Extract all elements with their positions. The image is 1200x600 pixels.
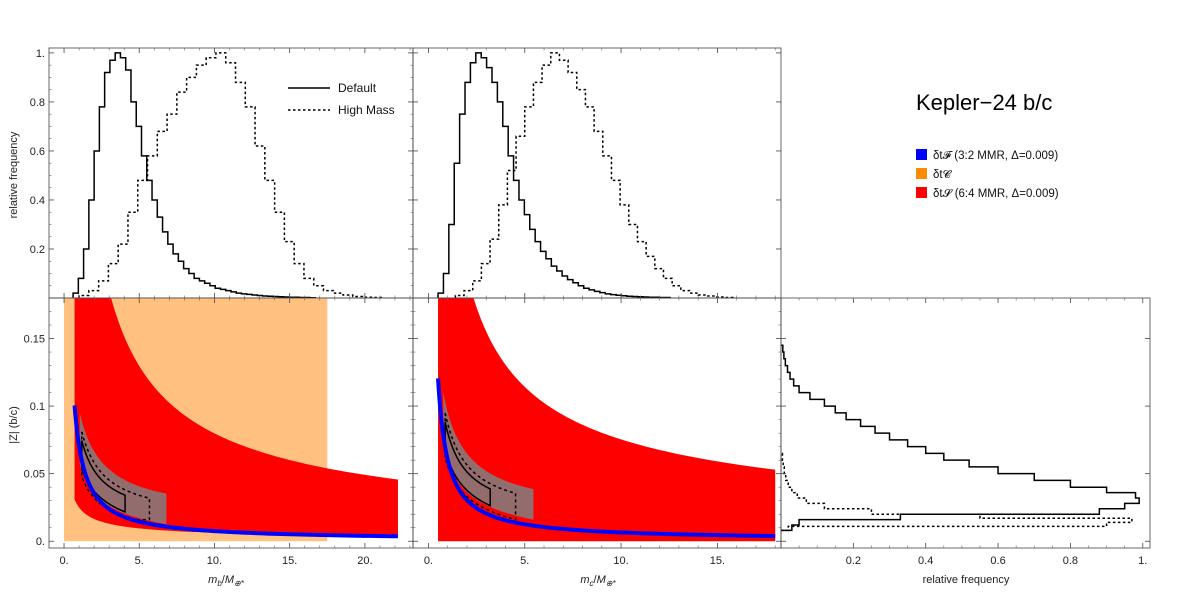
x-axis-label-mc: mc/M⊕* <box>580 574 616 588</box>
histogram-mc-highmass <box>454 52 734 298</box>
legend-highmass-label: High Mass <box>338 103 395 117</box>
x-tick-label: 0. <box>59 555 68 567</box>
plot-area <box>781 344 1140 532</box>
x-axis-label-mb: mb/M⊕* <box>208 574 245 588</box>
plot-area <box>436 298 776 542</box>
secular-band <box>74 298 398 536</box>
legend-resonant-swatch <box>916 149 927 160</box>
x-tick-label: 0.8 <box>1063 555 1078 567</box>
legend-secular-swatch <box>916 187 927 198</box>
histogram-mb-highmass <box>78 52 383 298</box>
x-tick-label: 5. <box>135 555 144 567</box>
x-tick-label: 0.6 <box>990 555 1005 567</box>
y-tick-label: 0.6 <box>30 146 45 158</box>
posterior-cloud <box>79 412 167 525</box>
y-tick-label: 1. <box>36 48 45 60</box>
legend-secular-label: δt𝓢 (6:4 MMR, Δ=0.009) <box>933 188 1059 200</box>
svg-text:mb/M⊕*: mb/M⊕* <box>208 574 245 588</box>
resonant-curve <box>72 405 398 539</box>
histogram-z-default <box>781 344 1140 532</box>
y-axis-label-z: |Z| (b/c) <box>8 406 20 444</box>
panel-mc-histogram <box>412 47 782 299</box>
y-tick-label: 0.05 <box>24 469 45 481</box>
panel-z-histogram: 0.2 0.4 0.6 0.8 1. <box>780 297 1151 567</box>
y-tick-label: 0.1 <box>30 401 45 413</box>
legend-chopping-swatch <box>916 168 927 179</box>
figure-title: Kepler−24 b/c <box>916 90 1052 115</box>
posterior-contour-outer <box>444 413 517 521</box>
legend-top: Default High Mass <box>288 81 395 117</box>
frame-z-histogram <box>780 297 1151 549</box>
plot-area <box>64 298 398 542</box>
x-tick-label: 10. <box>613 555 628 567</box>
y-tick-label: 0.4 <box>30 195 45 207</box>
y-axis-label-relative-frequency: relative frequency <box>8 131 20 218</box>
x-tick-label: 0.2 <box>846 555 861 567</box>
frame-mc-histogram <box>412 47 782 299</box>
panel-mc-vs-z: 0. 5. 10. 15. <box>412 297 782 567</box>
histogram-z-highmass <box>781 452 1133 532</box>
y-tick-label: 0.8 <box>30 97 45 109</box>
y-tick-label: 0. <box>36 536 45 548</box>
legend-resonant-label: δt𝓕 (3:2 MMR, Δ=0.009) <box>933 150 1058 162</box>
x-tick-label: 20. <box>357 555 372 567</box>
posterior-cloud <box>443 392 534 520</box>
plot-area <box>72 52 383 298</box>
x-tick-label: 15. <box>710 555 725 567</box>
legend-regions: δt𝓕 (3:2 MMR, Δ=0.009) δt𝓒 δt𝓢 (6:4 MMR,… <box>916 149 1059 200</box>
histogram-mb-default <box>72 52 316 298</box>
histogram-mc-default <box>437 52 671 298</box>
plot-area <box>437 52 734 298</box>
x-axis-label-relative-frequency: relative frequency <box>923 574 1010 586</box>
x-tick-label: 5. <box>520 555 529 567</box>
secular-band <box>438 298 776 542</box>
posterior-contour-outer <box>81 431 151 521</box>
x-tick-label: 0. <box>424 555 433 567</box>
legend-default-label: Default <box>338 81 377 95</box>
x-tick-label: 0.4 <box>918 555 933 567</box>
legend-chopping-label: δt𝓒 <box>933 169 953 181</box>
x-tick-label: 15. <box>282 555 297 567</box>
x-tick-label: 10. <box>207 555 222 567</box>
y-tick-label: 0.15 <box>24 334 45 346</box>
svg-text:mc/M⊕*: mc/M⊕* <box>580 574 616 588</box>
resonant-curve <box>436 378 776 539</box>
x-tick-label: 1. <box>1138 555 1147 567</box>
y-tick-label: 0.2 <box>30 244 45 256</box>
posterior-contour-inner <box>444 421 491 507</box>
